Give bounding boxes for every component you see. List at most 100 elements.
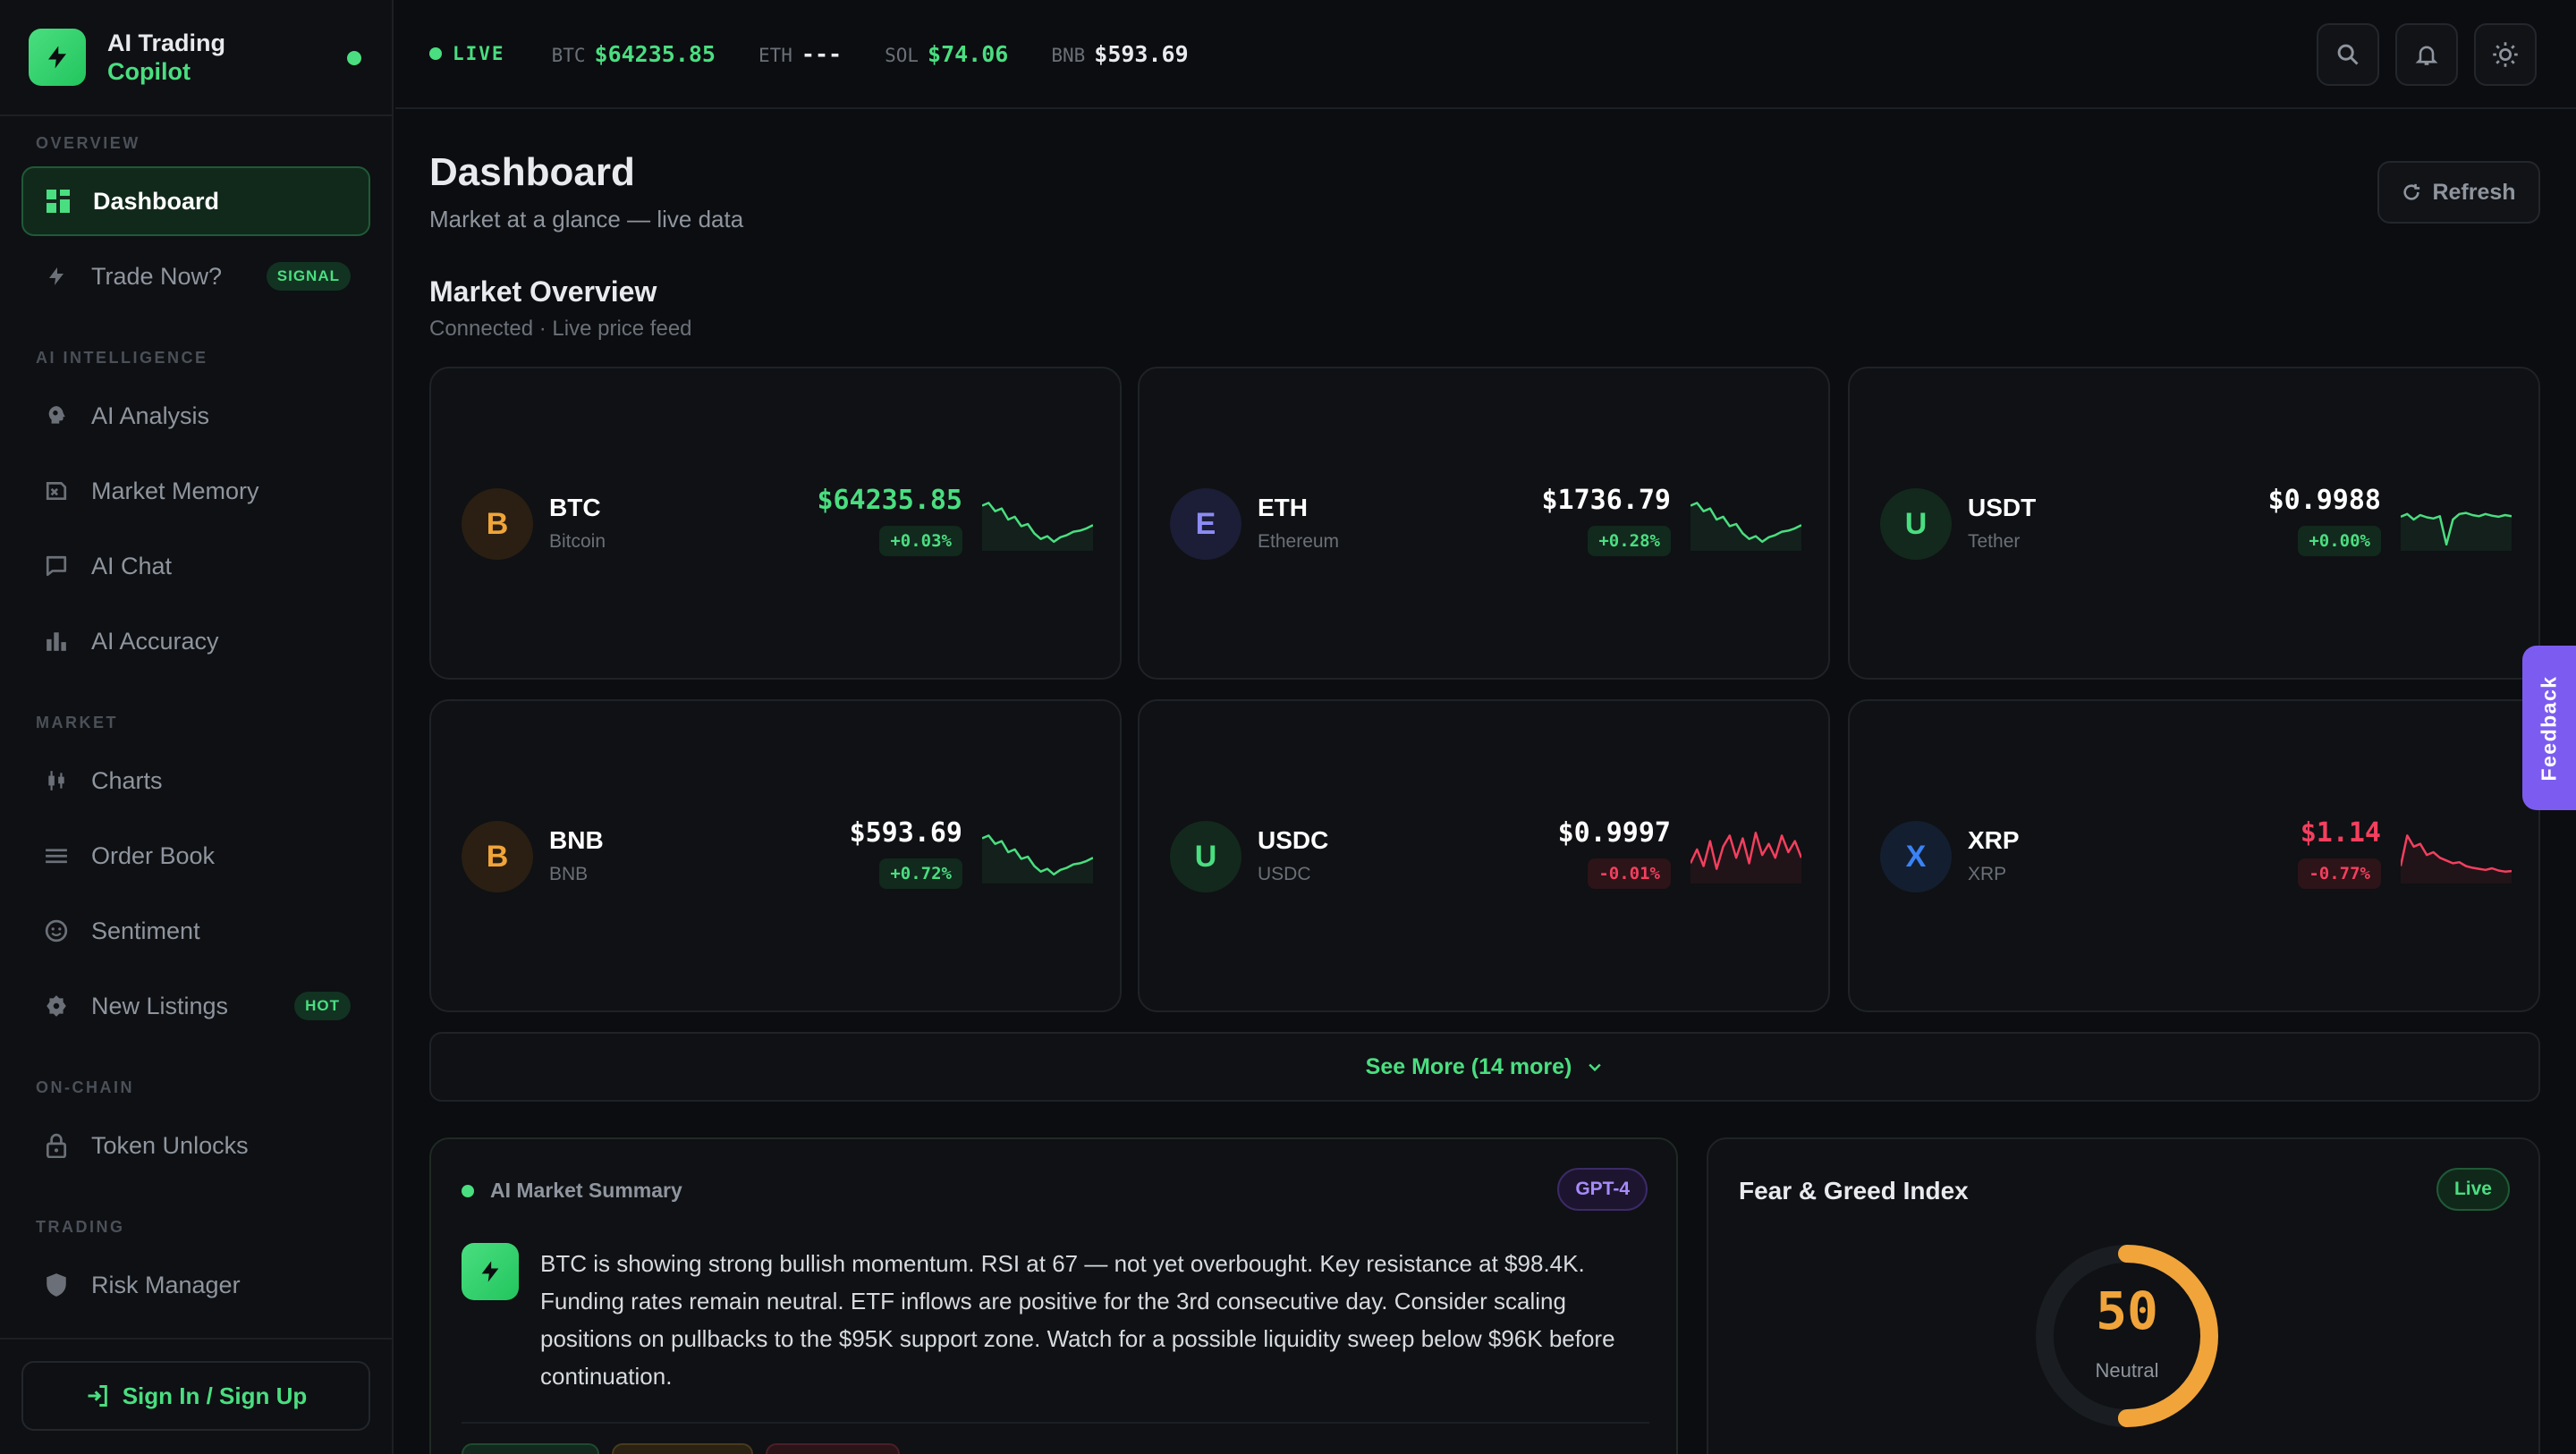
sidebar-item-order-book[interactable]: Order Book <box>21 821 370 891</box>
refresh-icon <box>2403 183 2420 200</box>
lightning-icon <box>29 29 86 86</box>
ai-market-summary: AI Market Summary GPT-4 BTC is showing s… <box>429 1137 1678 1454</box>
search-icon <box>2337 44 2359 65</box>
ticker-price: $64235.85 <box>594 40 716 67</box>
sidebar-item-label: Trade Now? <box>91 262 223 290</box>
fear-greed-label: Neutral <box>2095 1359 2159 1382</box>
page-subtitle: Market at a glance — live data <box>429 206 744 232</box>
brain-icon <box>43 402 70 429</box>
coin-name: Ethereum <box>1258 531 1340 552</box>
sidebar-item-new-listings[interactable]: New Listings HOT <box>21 971 370 1041</box>
feedback-label: Feedback <box>2537 674 2561 782</box>
sparkline <box>1690 502 1801 551</box>
sidebar-item-label: New Listings <box>91 992 229 1019</box>
hot-badge: HOT <box>294 992 351 1020</box>
sidebar-item-risk-manager[interactable]: Risk Manager <box>21 1250 370 1320</box>
sidebar-item-dashboard[interactable]: Dashboard <box>21 166 370 236</box>
gauge-arc <box>2036 1245 2218 1427</box>
sparkline <box>2401 511 2512 551</box>
lightning-icon <box>462 1243 519 1300</box>
sign-in-button[interactable]: Sign In / Sign Up <box>21 1361 370 1431</box>
coin-card-usdc[interactable]: U USDC USDC $0.9997 -0.01% <box>1138 699 1830 1012</box>
ticker-symbol: BTC <box>551 44 586 66</box>
coin-icon: E <box>1170 488 1241 560</box>
sidebar-item-label: Risk Manager <box>91 1271 241 1298</box>
ticker-price: $74.06 <box>928 40 1009 67</box>
coin-card-eth[interactable]: E ETH Ethereum $1736.79 +0.28% <box>1138 367 1830 680</box>
sidebar-item-sentiment[interactable]: Sentiment <box>21 896 370 966</box>
summary-tag <box>766 1443 900 1454</box>
history-icon <box>43 478 70 504</box>
coin-card-bnb[interactable]: B BNB BNB $593.69 +0.72% <box>429 699 1122 1012</box>
live-dot <box>429 47 442 60</box>
refresh-label: Refresh <box>2432 179 2516 205</box>
status-dot <box>347 51 361 65</box>
section-label-market: MARKET <box>36 714 118 731</box>
sidebar-item-ai-accuracy[interactable]: AI Accuracy <box>21 606 370 676</box>
see-more-button[interactable]: See More (14 more) <box>429 1032 2540 1102</box>
signal-badge: SIGNAL <box>266 262 351 291</box>
sidebar-item-market-memory[interactable]: Market Memory <box>21 456 370 526</box>
coin-price: $0.9997 <box>1557 817 1671 849</box>
sidebar-item-label: AI Accuracy <box>91 627 219 655</box>
coin-card-xrp[interactable]: X XRP XRP $1.14 -0.77% <box>1848 699 2540 1012</box>
brand-name: AI Trading Copilot <box>107 30 226 85</box>
shield-icon <box>43 1272 70 1298</box>
candlestick-icon <box>43 767 70 794</box>
section-label-trading: TRADING <box>36 1218 125 1236</box>
sidebar-item-label: Charts <box>91 766 163 794</box>
sidebar-item-label: AI Analysis <box>91 402 210 429</box>
summary-title: AI Market Summary <box>490 1179 682 1202</box>
brand[interactable]: AI Trading Copilot <box>0 0 392 116</box>
sparkline <box>982 502 1093 551</box>
feedback-tab[interactable]: Feedback <box>2522 646 2576 810</box>
see-more-label: See More (14 more) <box>1365 1053 1572 1079</box>
coin-name: USDC <box>1258 864 1311 884</box>
search-button[interactable] <box>2317 23 2379 86</box>
coin-symbol: ETH <box>1258 494 1308 521</box>
sun-icon <box>2493 42 2518 67</box>
ticker-symbol: ETH <box>758 44 792 66</box>
coin-symbol: BNB <box>549 826 604 854</box>
sidebar-item-token-unlocks[interactable]: Token Unlocks <box>21 1111 370 1180</box>
divider <box>0 1338 394 1340</box>
coin-name: Bitcoin <box>549 531 606 552</box>
refresh-button[interactable]: Refresh <box>2377 161 2540 224</box>
section-label-ai: AI INTELLIGENCE <box>36 349 208 367</box>
coin-icon: B <box>462 821 533 892</box>
market-overview-subtitle: Connected · Live price feed <box>429 317 692 341</box>
sparkline <box>1690 832 1801 883</box>
model-badge: GPT-4 <box>1557 1168 1648 1211</box>
sidebar-item-trade-now[interactable]: Trade Now? SIGNAL <box>21 241 370 311</box>
sidebar: AI Trading Copilot OVERVIEW Dashboard Tr… <box>0 0 394 1454</box>
sidebar-item-charts[interactable]: Charts <box>21 746 370 816</box>
fear-greed-card: Fear & Greed Index Live 50 Neutral <box>1707 1137 2540 1454</box>
page-title: Dashboard <box>429 150 635 194</box>
ticker-eth: ETH --- <box>758 41 842 67</box>
badge-icon <box>43 993 70 1019</box>
bar-chart-icon <box>43 628 70 655</box>
coin-symbol: BTC <box>549 494 601 521</box>
topbar: LIVE BTC $64235.85 ETH --- SOL $74.06 BNB $593.… <box>395 0 2576 109</box>
bell-icon <box>2415 46 2438 65</box>
sparkline <box>982 834 1093 883</box>
coin-name: Tether <box>1968 531 2021 552</box>
sidebar-item-ai-analysis[interactable]: AI Analysis <box>21 381 370 451</box>
coin-symbol: USDC <box>1258 826 1329 854</box>
coin-change: +0.00% <box>2298 526 2381 556</box>
coin-card-btc[interactable]: B BTC Bitcoin $64235.85 +0.03% <box>429 367 1122 680</box>
login-icon <box>88 1385 107 1407</box>
ticker-strip: BTC $64235.85 ETH --- SOL $74.06 BNB $593.69 <box>552 41 1232 67</box>
fear-greed-gauge <box>2036 1245 2218 1427</box>
theme-toggle-button[interactable] <box>2474 23 2537 86</box>
coin-card-usdt[interactable]: U USDT Tether $0.9988 +0.00% <box>1848 367 2540 680</box>
list-icon <box>43 842 70 869</box>
ticker-symbol: BNB <box>1051 44 1086 66</box>
coin-price: $1.14 <box>2300 817 2381 849</box>
sidebar-item-ai-chat[interactable]: AI Chat <box>21 531 370 601</box>
lightning-icon <box>43 263 70 290</box>
coin-change: +0.28% <box>1588 526 1671 556</box>
sidebar-item-label: Dashboard <box>93 187 220 215</box>
sign-in-label: Sign In / Sign Up <box>122 1382 308 1409</box>
notifications-button[interactable] <box>2395 23 2458 86</box>
